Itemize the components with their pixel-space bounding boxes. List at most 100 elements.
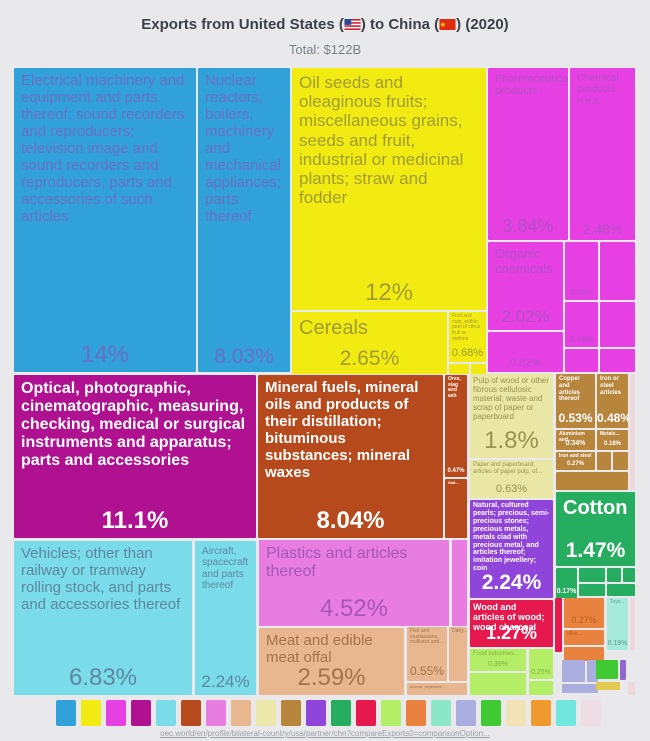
cell-plastics[interactable]: Plastics and articles thereof 4.52% xyxy=(259,540,449,626)
cell-mineral-fuels[interactable]: Mineral fuels, mineral oils and products… xyxy=(258,375,443,538)
cell-cereals[interactable]: Cereals 2.65% xyxy=(292,312,447,374)
cell-small-lime[interactable] xyxy=(470,673,526,695)
cell-small-lavender[interactable] xyxy=(562,684,598,693)
cell-small-chemical[interactable]: 0.66% xyxy=(565,242,598,300)
cell-metals[interactable]: Metals... 0.18% xyxy=(597,430,628,450)
cell-small-orange[interactable] xyxy=(564,647,604,661)
cell-small-orange[interactable]: 0.27% xyxy=(564,598,604,628)
cell-small-yellow[interactable] xyxy=(471,364,486,374)
cell-small-textile[interactable] xyxy=(623,568,635,582)
cell-small-lime[interactable]: 0.25% xyxy=(529,649,553,679)
legend-swatch[interactable] xyxy=(231,700,251,726)
cell-dairy[interactable]: Dairy... xyxy=(449,627,467,681)
cell-small-chemical[interactable] xyxy=(600,349,635,372)
cell-aircraft[interactable]: Aircraft, spacecraft and parts thereof 2.… xyxy=(195,541,256,695)
cell-iron-and-steel[interactable]: Iron and steel 0.27% xyxy=(556,452,595,470)
cell-value: 0.48% xyxy=(597,411,628,425)
legend-swatch[interactable] xyxy=(381,700,401,726)
legend-swatch[interactable] xyxy=(306,700,326,726)
cell-cotton[interactable]: Cotton 1.47% xyxy=(556,492,635,566)
cell-small-textile[interactable] xyxy=(579,568,605,582)
cell-small-yellow[interactable] xyxy=(449,364,469,374)
legend-swatch[interactable] xyxy=(131,700,151,726)
legend-swatch[interactable] xyxy=(81,700,101,726)
cell-value: 8.04% xyxy=(316,507,385,534)
cell-small-metal[interactable] xyxy=(556,472,628,490)
legend-swatch[interactable] xyxy=(431,700,451,726)
cell-small-metal[interactable] xyxy=(597,452,611,470)
cell-label: Oil seeds and oleaginous fruits; miscell… xyxy=(299,73,464,208)
cell-food-industries[interactable]: Food industries... 0.39% xyxy=(470,649,526,671)
cell-meat[interactable]: Meat and edible meat offal 2.59% xyxy=(259,628,404,695)
cell-small-lavender[interactable] xyxy=(562,660,585,682)
cell-value: 0.25% xyxy=(531,669,551,676)
legend-swatch[interactable] xyxy=(581,700,601,726)
cell-pharmaceutical[interactable]: Pharmaceutical products 3.84% xyxy=(488,68,568,240)
cell-small-orange[interactable]: Misc... xyxy=(564,630,604,645)
cell-rubber[interactable] xyxy=(452,540,467,626)
cell-electrical-machinery[interactable]: Electrical machinery and equipment and p… xyxy=(14,68,196,372)
cell-small-green[interactable] xyxy=(596,660,618,679)
cell-small-chemical[interactable] xyxy=(600,302,635,347)
legend-swatch[interactable] xyxy=(356,700,376,726)
legend-swatch[interactable] xyxy=(206,700,226,726)
cell-organic-chemicals[interactable]: Organic chemicals 2.02% xyxy=(488,242,563,330)
cell-nuclear-reactors[interactable]: Nuclear reactors, boilers, machinery and… xyxy=(198,68,290,372)
cell-small-textile[interactable] xyxy=(579,584,605,596)
legend-swatch[interactable] xyxy=(281,700,301,726)
cell-animal-vegetable[interactable]: Animal, vegetable... xyxy=(407,683,467,695)
cell-chemical-nes[interactable]: Chemical products n.e.s. 2.48% xyxy=(570,68,635,240)
cell-oil-seeds[interactable]: Oil seeds and oleaginous fruits; miscell… xyxy=(292,68,486,310)
legend-swatch[interactable] xyxy=(481,700,501,726)
legend-swatch[interactable] xyxy=(406,700,426,726)
cell-small-pale[interactable] xyxy=(630,598,635,650)
cell-small-gold[interactable] xyxy=(596,682,620,690)
source-link[interactable]: oec.world/en/profile/bilateral-country/u… xyxy=(160,729,490,738)
cell-small-crimson[interactable] xyxy=(555,598,562,652)
cell-pulp-of-wood[interactable]: Pulp of wood or other fibrous cellulosic… xyxy=(470,374,553,458)
china-flag-icon xyxy=(439,19,456,30)
legend-swatch[interactable] xyxy=(56,700,76,726)
legend-swatch[interactable] xyxy=(256,700,276,726)
cell-copper[interactable]: Copper and articles thereof 0.53% xyxy=(556,374,595,428)
cell-small-purple[interactable] xyxy=(620,660,626,680)
cell-ores-slag-ash[interactable]: Ores, slag and ash 0.47% xyxy=(445,375,467,477)
cell-small-chemical[interactable]: 0.46% xyxy=(565,302,598,347)
cell-small-metal[interactable] xyxy=(613,452,628,470)
legend-swatch[interactable] xyxy=(456,700,476,726)
cell-wood-articles[interactable]: Wood and articles of wood; wood charcoal… xyxy=(470,600,553,647)
legend-swatch[interactable] xyxy=(181,700,201,726)
legend-swatch[interactable] xyxy=(106,700,126,726)
cell-small-chemical[interactable] xyxy=(565,349,598,372)
cell-pearls-precious[interactable]: Natural, cultured pearls; precious, semi… xyxy=(470,500,553,598)
cell-small-textile[interactable]: 0.17% xyxy=(556,568,577,598)
legend-swatch[interactable] xyxy=(156,700,176,726)
cell-small-textile[interactable] xyxy=(607,568,621,582)
cell-label: Natural, cultured pearls; precious, semi… xyxy=(473,502,550,573)
cell-optical-instruments[interactable]: Optical, photographic, cinematographic, … xyxy=(14,375,256,538)
cell-toys[interactable]: Toys... 0.19% xyxy=(607,598,628,650)
cell-small-chemical[interactable] xyxy=(600,242,635,300)
cell-small-lime[interactable] xyxy=(529,681,553,695)
cell-fish[interactable]: Fish and crustaceans, molluscs and... 0.5… xyxy=(407,627,447,681)
cell-value: 2.02% xyxy=(501,307,550,326)
cell-value: 0.55% xyxy=(409,664,445,678)
cell-label: Ores, slag and ash xyxy=(448,376,461,399)
cell-iron-steel-articles[interactable]: Iron or steel articles 0.48% xyxy=(597,374,628,428)
legend-swatch[interactable] xyxy=(331,700,351,726)
legend-swatch[interactable] xyxy=(506,700,526,726)
cell-paper-paperboard[interactable]: Paper and paperboard; articles of paper … xyxy=(470,460,553,498)
cell-small-lavender[interactable] xyxy=(587,660,598,682)
cell-label: Metals... xyxy=(600,431,620,437)
cell-label: Paper and paperboard; articles of paper … xyxy=(473,462,543,475)
cell-small-textile[interactable] xyxy=(607,584,635,596)
cell-fruit-nuts[interactable]: Fruit and nuts, edible; peel of citrus f… xyxy=(449,312,486,362)
cell-small-pale[interactable] xyxy=(630,374,635,490)
legend-swatch[interactable] xyxy=(556,700,576,726)
cell-vehicles[interactable]: Vehicles; other than railway or tramway … xyxy=(14,541,192,695)
cell-aluminium[interactable]: Aluminium and... 0.34% xyxy=(556,430,595,450)
cell-salt[interactable]: Salt... xyxy=(445,479,467,538)
cell-small-pale[interactable] xyxy=(628,682,635,695)
legend-swatch[interactable] xyxy=(531,700,551,726)
cell-small-chemical[interactable]: 0.82% xyxy=(488,332,563,372)
